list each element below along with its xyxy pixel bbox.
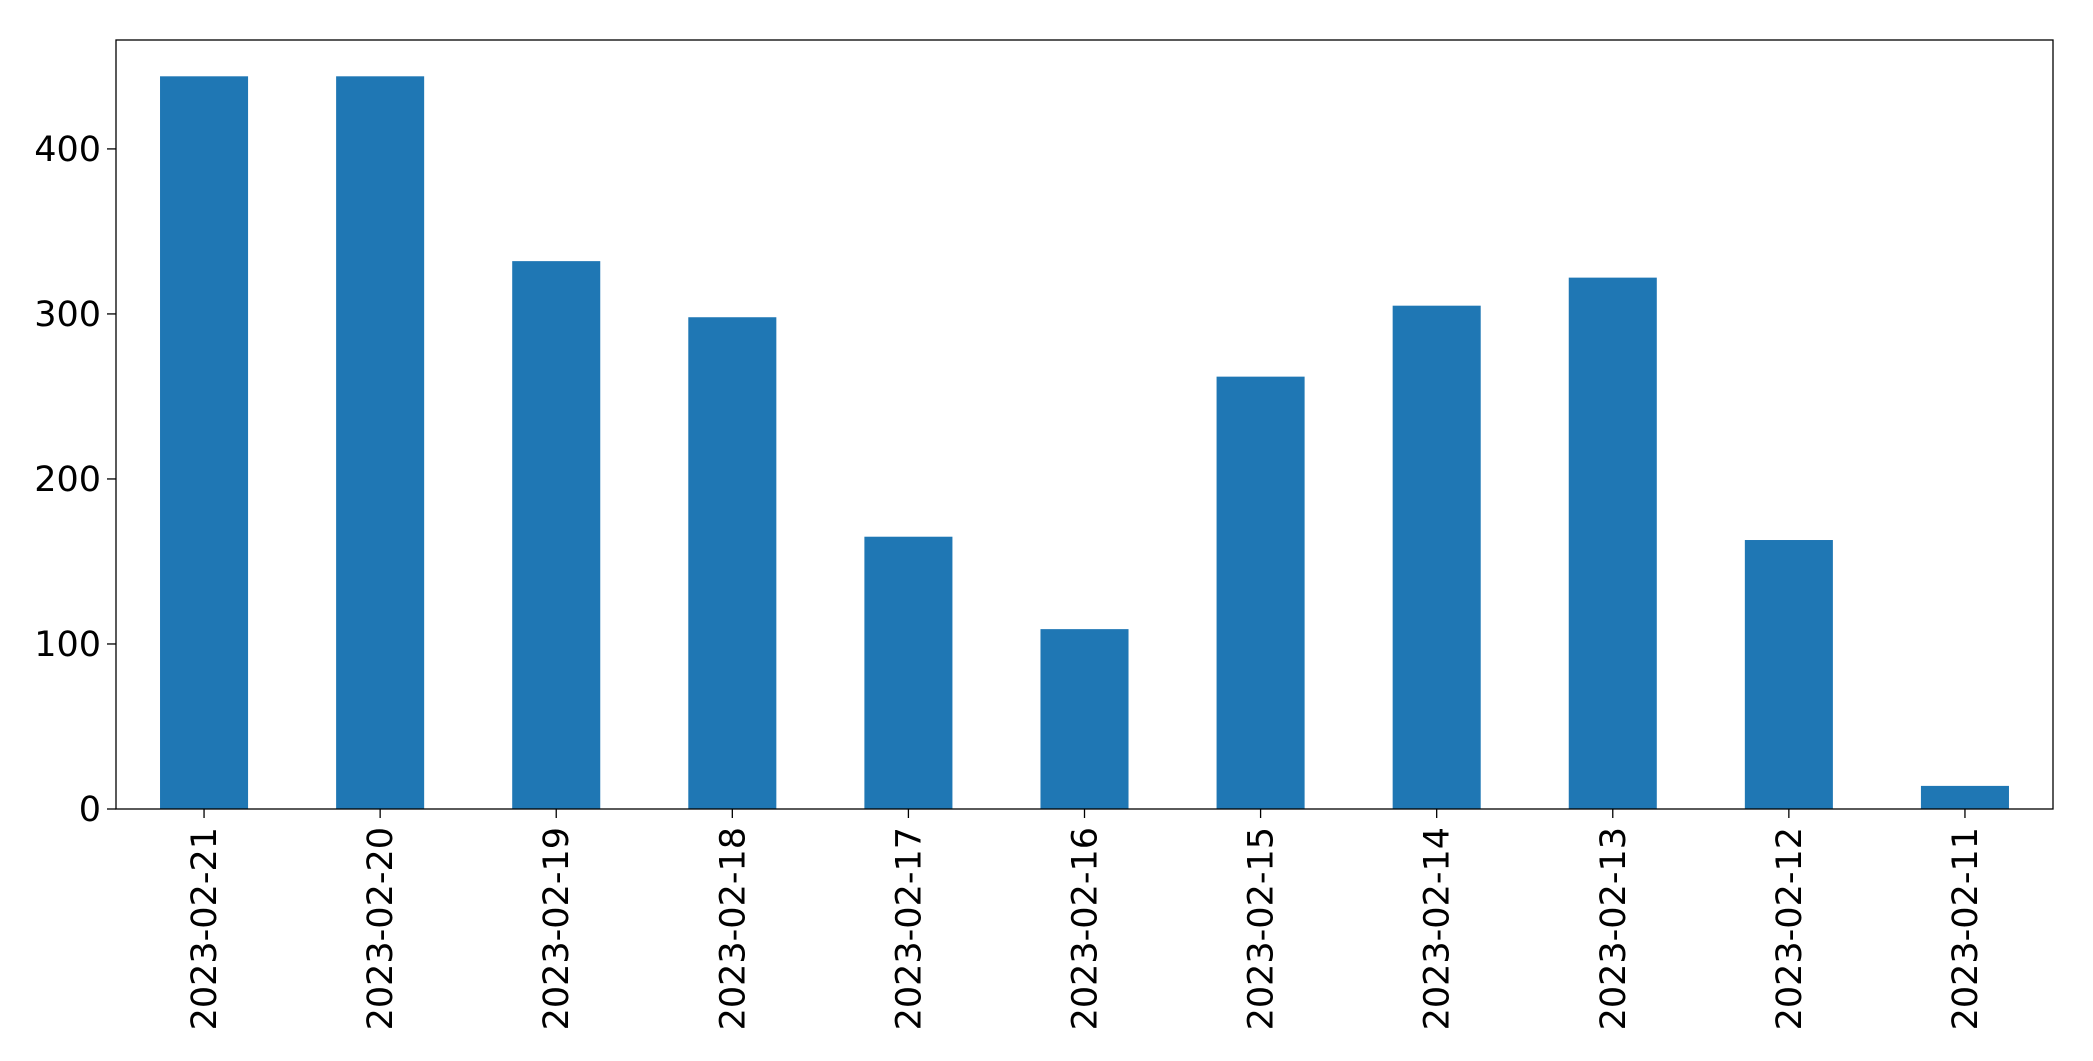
bar xyxy=(688,317,777,809)
y-tick-label: 200 xyxy=(34,460,101,500)
bar xyxy=(512,261,601,809)
x-tick-label: 2023-02-20 xyxy=(361,827,401,1030)
bar xyxy=(1040,629,1129,809)
x-tick-label: 2023-02-12 xyxy=(1770,827,1810,1030)
y-tick-label: 100 xyxy=(34,625,101,665)
x-tick-label: 2023-02-21 xyxy=(185,827,225,1030)
bar xyxy=(1920,785,2009,809)
x-tick-label: 2023-02-17 xyxy=(889,827,929,1030)
plot-frame xyxy=(115,39,2054,810)
x-tick-label: 2023-02-15 xyxy=(1242,827,1282,1030)
y-tick-label: 300 xyxy=(34,295,101,335)
y-tick-label: 400 xyxy=(34,130,101,170)
bar xyxy=(1216,376,1305,809)
x-tick-label: 2023-02-14 xyxy=(1418,827,1458,1030)
bar xyxy=(1568,277,1657,810)
bar xyxy=(864,536,953,809)
bar xyxy=(160,76,249,810)
bar xyxy=(336,76,425,810)
x-tick-label: 2023-02-18 xyxy=(713,827,753,1030)
x-tick-label: 2023-02-16 xyxy=(1066,827,1106,1030)
x-tick-label: 2023-02-13 xyxy=(1594,827,1634,1030)
bar xyxy=(1744,540,1833,809)
x-tick-label: 2023-02-11 xyxy=(1946,827,1986,1030)
x-tick-label: 2023-02-19 xyxy=(537,827,577,1030)
bar xyxy=(1392,305,1481,809)
y-tick-label: 0 xyxy=(79,790,101,830)
